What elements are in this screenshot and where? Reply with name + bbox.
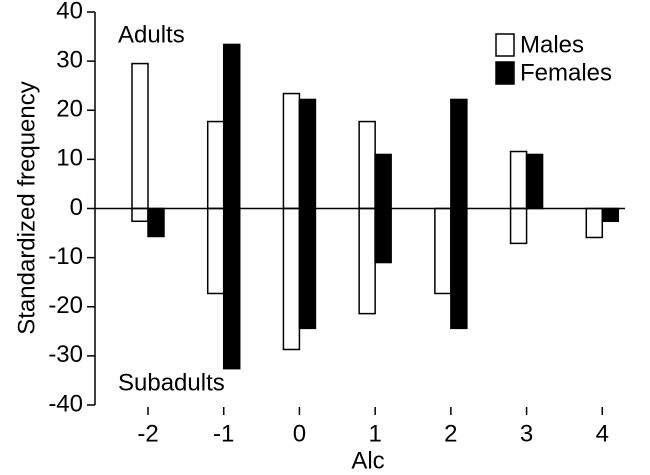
y-tick-label: -20 — [48, 292, 83, 319]
bar — [222, 207, 241, 370]
bar — [206, 207, 225, 295]
x-tick-label: 3 — [520, 420, 533, 447]
x-tick-label: 4 — [596, 420, 609, 447]
y-tick-label: 20 — [56, 96, 83, 123]
y-tick-label: -40 — [48, 390, 83, 417]
bar — [601, 207, 620, 223]
bar — [450, 207, 468, 330]
bar — [374, 207, 392, 264]
bar — [358, 207, 376, 315]
bar — [131, 62, 149, 210]
annotation: Subadults — [118, 369, 225, 396]
legend-swatch — [495, 33, 515, 57]
y-tick-label: -10 — [48, 243, 83, 270]
y-tick-label: 40 — [56, 0, 83, 24]
bar — [358, 120, 376, 210]
bar — [131, 207, 149, 223]
bar — [298, 98, 317, 210]
legend-label: Females — [520, 59, 612, 86]
x-axis-label: Alc — [351, 447, 384, 474]
bar — [298, 207, 317, 330]
legend-label: Males — [520, 31, 584, 58]
y-axis-label: Standardized frequency — [13, 81, 40, 335]
y-tick-label: 10 — [56, 145, 83, 172]
x-tick-label: 1 — [368, 420, 381, 447]
bar — [282, 92, 301, 210]
y-tick-label: -30 — [48, 341, 83, 368]
bar — [206, 120, 225, 210]
bar — [509, 207, 528, 245]
bar — [222, 43, 241, 210]
bar — [434, 207, 452, 295]
y-tick-label: 0 — [70, 194, 83, 221]
bar — [509, 150, 528, 210]
bar — [282, 207, 301, 351]
x-tick-label: -2 — [137, 420, 158, 447]
x-tick-label: 2 — [444, 420, 457, 447]
bar — [585, 207, 604, 239]
x-tick-label: 0 — [293, 420, 306, 447]
annotation: Adults — [118, 21, 185, 48]
bar — [147, 207, 165, 238]
x-tick-label: -1 — [213, 420, 234, 447]
bar — [525, 153, 544, 210]
bar — [450, 98, 468, 210]
bar — [374, 153, 392, 210]
y-tick-label: 30 — [56, 46, 83, 73]
legend-swatch — [495, 61, 515, 85]
